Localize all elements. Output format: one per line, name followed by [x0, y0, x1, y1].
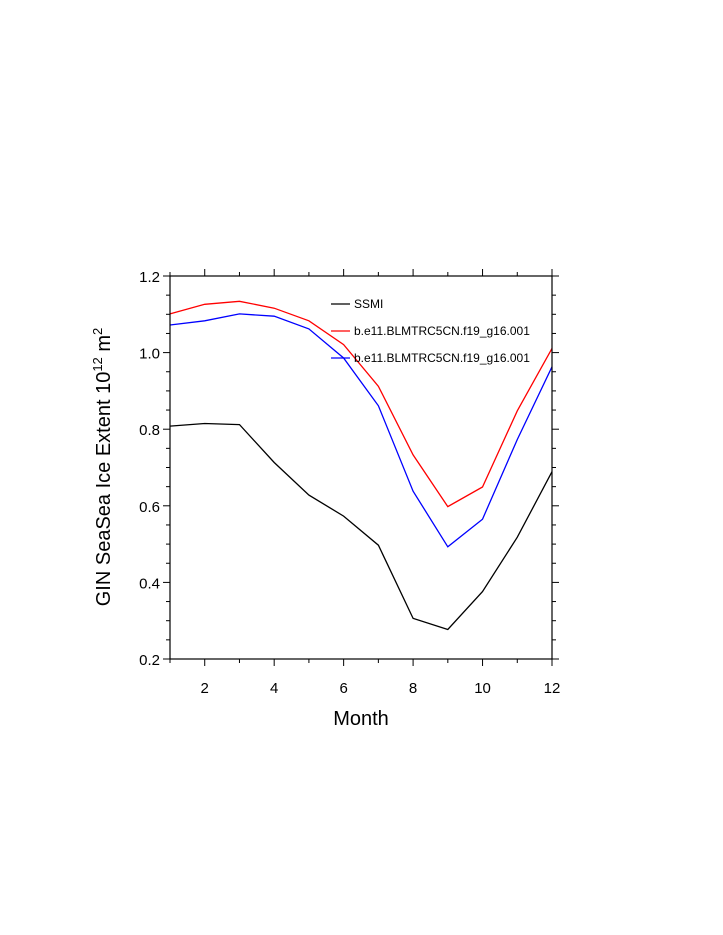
y-tick-label: 1.0	[139, 346, 160, 363]
series-lines	[169, 300, 553, 631]
axis-ticks	[163, 269, 559, 666]
y-axis-label-unit-exponent: 2	[90, 328, 105, 335]
y-tick-label: 0.8	[139, 422, 160, 439]
y-axis-label-unit: m	[93, 335, 115, 357]
x-tick-label: 2	[201, 680, 209, 697]
x-tick-label: 8	[409, 680, 417, 697]
x-tick-label: 10	[474, 680, 491, 697]
tick-labels: 2 4 6 8 10 12 0.2 0.4 0.6 0.8 1.0 1.2	[139, 269, 560, 697]
series-line-0	[169, 422, 553, 631]
y-tick-label: 0.6	[139, 499, 160, 516]
y-tick-label: 1.2	[139, 269, 160, 286]
y-axis-label-exponent: 12	[90, 357, 105, 371]
legend-label: b.e11.BLMTRC5CN.f19_g16.001	[354, 351, 530, 365]
y-tick-label: 0.2	[139, 652, 160, 669]
series-line-1	[169, 300, 553, 508]
legend: SSMI b.e11.BLMTRC5CN.f19_g16.001 b.e11.BLM…	[331, 297, 530, 365]
x-tick-label: 4	[270, 680, 278, 697]
plot-frame	[169, 275, 553, 660]
x-tick-label: 12	[544, 680, 561, 697]
legend-label: SSMI	[354, 297, 383, 311]
legend-label: b.e11.BLMTRC5CN.f19_g16.001	[354, 324, 530, 338]
x-tick-label: 6	[339, 680, 347, 697]
y-axis-label: GIN SeaSea Ice Extent 1012 m2	[90, 328, 115, 607]
y-axis-label-main: GIN SeaSea Ice Extent 10	[93, 372, 115, 607]
x-axis-label: Month	[333, 708, 389, 730]
series-line-2	[169, 313, 553, 548]
y-tick-label: 0.4	[139, 575, 160, 592]
